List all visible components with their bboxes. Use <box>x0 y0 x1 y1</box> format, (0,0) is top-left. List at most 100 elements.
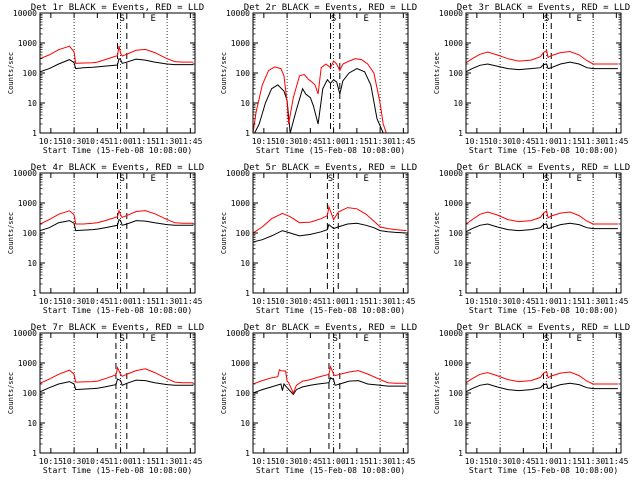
det-8-xlabel: Start Time (15-Feb-08 10:08:00) <box>256 466 405 475</box>
det-8-xtick-label-6: 11:45 <box>391 457 415 466</box>
det-8-ytick-label-4: 10000 <box>226 329 250 338</box>
det-4-xtick-label-6: 11:45 <box>178 297 202 306</box>
det-3-ytick-label-1: 10 <box>453 99 463 108</box>
det-3-xtick-label-4: 11:15 <box>558 137 582 146</box>
det-8-events-series <box>253 377 407 396</box>
det-6-xtick-label-3: 11:00 <box>535 297 559 306</box>
det-1-ytick-label-4: 10000 <box>13 9 37 18</box>
det-1-xtick-label-0: 10:15 <box>39 137 63 146</box>
det-5-marker-s: S <box>328 174 333 184</box>
det-7-ytick-label-1: 10 <box>27 419 37 428</box>
det-2-ytick-label-0: 1 <box>245 129 250 138</box>
det-7-title: Det 7r BLACK = Events, RED = LLD <box>31 323 204 333</box>
det-5-xlabel: Start Time (15-Feb-08 10:08:00) <box>256 306 405 315</box>
det-7-xtick-label-2: 10:45 <box>85 457 109 466</box>
det-9-marker-s: S <box>544 334 549 344</box>
det-4-xlabel: Start Time (15-Feb-08 10:08:00) <box>43 306 192 315</box>
det-6-xtick-label-4: 11:15 <box>558 297 582 306</box>
det-3-marker-s: S <box>544 14 549 24</box>
det-7-lld-series <box>40 366 194 384</box>
det-6-ytick-label-2: 100 <box>449 229 464 238</box>
det-8-ytick-label-1: 10 <box>240 419 250 428</box>
det-8-marker-s: S <box>332 334 337 344</box>
det-2-ytick-label-4: 10000 <box>226 9 250 18</box>
det-7-xlabel: Start Time (15-Feb-08 10:08:00) <box>43 466 192 475</box>
det-1-xlabel: Start Time (15-Feb-08 10:08:00) <box>43 146 192 155</box>
det-5-ytick-label-2: 100 <box>236 229 251 238</box>
det-3-xtick-label-3: 11:00 <box>535 137 559 146</box>
det-4-xtick-label-3: 11:00 <box>109 297 133 306</box>
det-3-xlabel: Start Time (15-Feb-08 10:08:00) <box>469 146 618 155</box>
det-2-xtick-label-5: 11:30 <box>368 137 392 146</box>
det-5-ylabel: Counts/sec <box>220 212 228 254</box>
det-5-xtick-label-0: 10:15 <box>252 297 276 306</box>
det-2-ytick-label-3: 1000 <box>231 39 250 48</box>
det-6-ylabel: Counts/sec <box>433 212 441 254</box>
det-9-xlabel: Start Time (15-Feb-08 10:08:00) <box>469 466 618 475</box>
det-8-lld-series <box>253 365 407 395</box>
det-4-xtick-label-1: 10:30 <box>62 297 86 306</box>
det-1-xtick-label-4: 11:15 <box>132 137 156 146</box>
det-9-xtick-label-2: 10:45 <box>511 457 535 466</box>
det-3-ytick-label-3: 1000 <box>444 39 463 48</box>
det-1-xtick-label-5: 11:30 <box>155 137 179 146</box>
det-4-ytick-label-2: 100 <box>23 229 38 238</box>
det-9-xtick-label-1: 10:30 <box>488 457 512 466</box>
det-1-events-series <box>40 57 194 73</box>
det-1-ytick-label-3: 1000 <box>18 39 37 48</box>
det-8-ytick-label-2: 100 <box>236 389 251 398</box>
det-8-xtick-label-5: 11:30 <box>368 457 392 466</box>
det-2-xtick-label-3: 11:00 <box>322 137 346 146</box>
det-5-plot-frame <box>252 172 409 294</box>
det-4-ytick-label-0: 1 <box>32 289 37 298</box>
det-5-ytick-label-0: 1 <box>245 289 250 298</box>
det-4-marker-e: E <box>150 174 155 184</box>
det-3-ytick-label-4: 10000 <box>439 9 463 18</box>
det-2-title: Det 2r BLACK = Events, RED = LLD <box>244 3 417 13</box>
det-6-events-series <box>466 222 618 233</box>
det-7-ylabel: Counts/sec <box>7 372 15 414</box>
det-6-xtick-label-5: 11:30 <box>581 297 605 306</box>
det-8-marker-e: E <box>363 334 368 344</box>
det-2-ylabel: Counts/sec <box>220 52 228 94</box>
det-2-marker-s: S <box>331 14 336 24</box>
det-6-marker-s: S <box>544 174 549 184</box>
det-9-marker-e: E <box>576 334 581 344</box>
det-7-events-series <box>40 378 194 393</box>
det-2-xtick-label-0: 10:15 <box>252 137 276 146</box>
det-1-title: Det 1r BLACK = Events, RED = LLD <box>31 3 204 13</box>
det-5-lld-series <box>253 204 407 234</box>
det-4-lld-series <box>40 208 194 225</box>
det-9-ytick-label-0: 1 <box>458 449 463 458</box>
det-9-ytick-label-4: 10000 <box>439 329 463 338</box>
det-6-ytick-label-3: 1000 <box>444 199 463 208</box>
det-5-marker-e: E <box>363 174 368 184</box>
det-5-ytick-label-4: 10000 <box>226 169 250 178</box>
det-7-ytick-label-3: 1000 <box>18 359 37 368</box>
det-7-xtick-label-0: 10:15 <box>39 457 63 466</box>
det-8-title: Det 8r BLACK = Events, RED = LLD <box>244 323 417 333</box>
det-3-xtick-label-2: 10:45 <box>511 137 535 146</box>
det-9-xtick-label-5: 11:30 <box>581 457 605 466</box>
det-9-title: Det 9r BLACK = Events, RED = LLD <box>457 323 630 333</box>
det-8-xtick-label-0: 10:15 <box>252 457 276 466</box>
det-2-lld-series <box>253 58 387 133</box>
det-3-ylabel: Counts/sec <box>433 52 441 94</box>
det-5-events-series <box>253 222 407 243</box>
det-2-xtick-label-4: 11:15 <box>345 137 369 146</box>
det-8-xtick-label-3: 11:00 <box>322 457 346 466</box>
det-4-ytick-label-4: 10000 <box>13 169 37 178</box>
det-5-xtick-label-3: 11:00 <box>322 297 346 306</box>
det-1-ylabel: Counts/sec <box>7 52 15 94</box>
det-6-title: Det 6r BLACK = Events, RED = LLD <box>457 163 630 173</box>
det-7-xtick-label-5: 11:30 <box>155 457 179 466</box>
det-2-events-series <box>254 68 384 133</box>
det-3-marker-e: E <box>576 14 581 24</box>
det-9-events-series <box>466 382 618 393</box>
det-8-xtick-label-2: 10:45 <box>298 457 322 466</box>
det-4-ylabel: Counts/sec <box>7 212 15 254</box>
det-2-ytick-label-1: 10 <box>240 99 250 108</box>
det-5-xtick-label-2: 10:45 <box>298 297 322 306</box>
det-7-marker-s: S <box>119 334 124 344</box>
